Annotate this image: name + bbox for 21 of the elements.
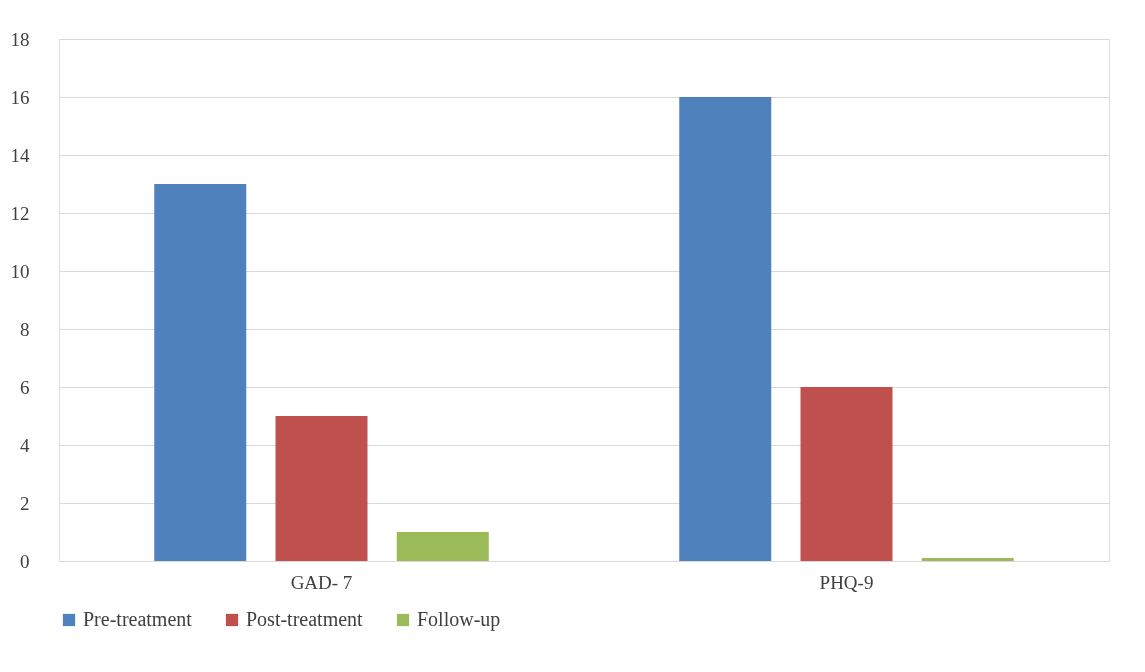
x-tick-label: GAD- 7 (290, 571, 353, 593)
y-tick-label: 8 (20, 318, 30, 340)
legend-label: Post-treatment (246, 608, 364, 630)
y-tick-label: 12 (10, 202, 30, 224)
y-tick-label: 6 (20, 376, 30, 398)
y-tick-label: 2 (20, 492, 30, 514)
y-tick-label: 18 (10, 28, 30, 50)
bar (275, 416, 368, 561)
y-tick-label: 16 (10, 86, 30, 108)
bar (679, 97, 772, 561)
y-tick-label: 0 (20, 550, 30, 572)
y-tick-label: 14 (10, 144, 30, 166)
bar (154, 184, 247, 561)
legend-label: Pre-treatment (83, 608, 193, 630)
y-tick-label: 10 (10, 260, 30, 282)
bar (800, 387, 893, 561)
bar (921, 558, 1014, 561)
bar (396, 532, 489, 561)
legend-label: Follow-up (417, 608, 501, 631)
y-tick-label: 4 (20, 434, 30, 456)
x-tick-label: PHQ-9 (819, 571, 874, 593)
